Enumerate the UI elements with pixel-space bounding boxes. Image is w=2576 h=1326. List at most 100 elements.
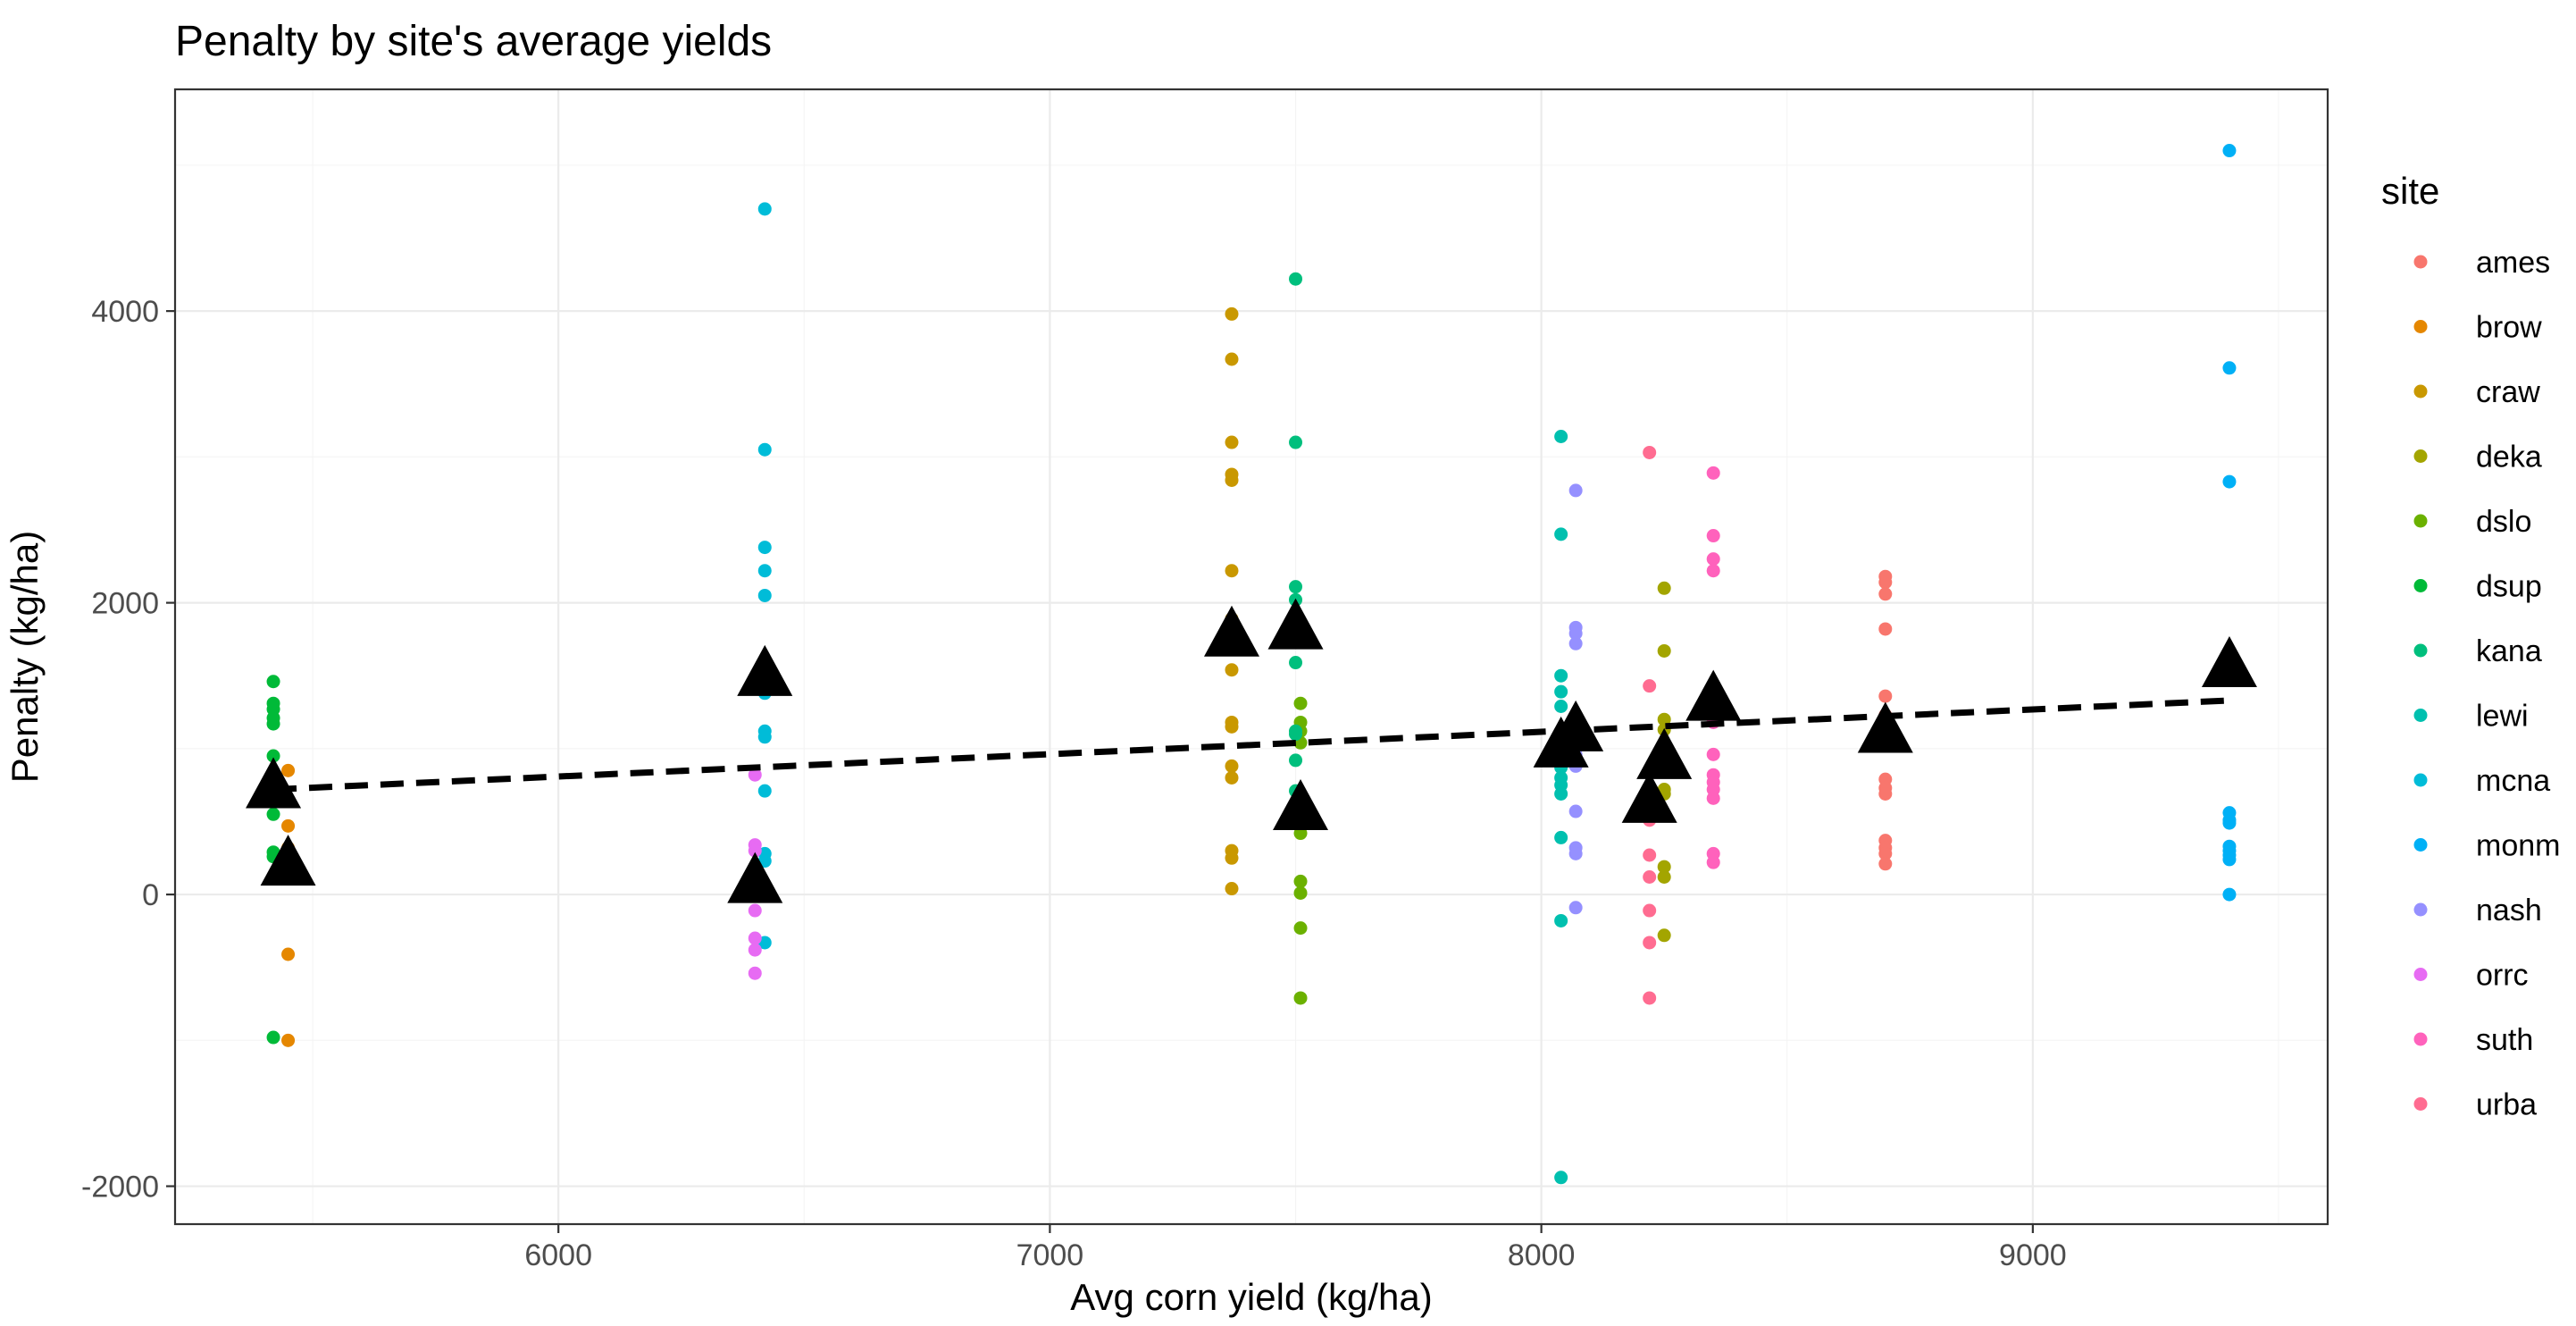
data-point-mcna bbox=[757, 784, 772, 798]
trend-line-path bbox=[272, 697, 2230, 793]
trend-line bbox=[272, 697, 2230, 793]
data-point-deka bbox=[1657, 928, 1671, 943]
data-point-kana bbox=[1289, 580, 1303, 594]
axis-ticks: 6000 7000 8000 9000 -2000 0 2000 4000 bbox=[81, 295, 2067, 1272]
data-point-urba bbox=[1643, 445, 1657, 459]
data-point-mcna bbox=[757, 442, 772, 457]
y-tick-label: -2000 bbox=[81, 1171, 159, 1204]
site-mean-triangle bbox=[246, 757, 302, 809]
data-point-ames bbox=[1878, 587, 1893, 601]
legend-key-deka bbox=[2413, 449, 2428, 463]
data-point-kana bbox=[1289, 753, 1303, 768]
legend-key-orrc bbox=[2413, 968, 2428, 981]
data-point-ames bbox=[1878, 857, 1893, 871]
data-point-urba bbox=[1643, 991, 1657, 1005]
legend-label-brow: brow bbox=[2476, 311, 2542, 345]
data-point-mcna bbox=[757, 541, 772, 555]
legend-key-mcna bbox=[2413, 773, 2428, 787]
data-point-kana bbox=[1289, 727, 1303, 742]
legend-label-monm: monm bbox=[2476, 829, 2560, 863]
data-point-deka bbox=[1657, 869, 1671, 884]
data-point-lewi bbox=[1554, 668, 1568, 683]
data-point-craw bbox=[1225, 306, 1239, 321]
data-point-monm bbox=[2222, 361, 2237, 375]
data-point-brow bbox=[281, 818, 296, 833]
data-point-deka bbox=[1657, 581, 1671, 595]
data-point-craw bbox=[1225, 435, 1239, 449]
data-point-brow bbox=[281, 763, 296, 777]
site-means bbox=[246, 598, 2257, 903]
data-point-dsup bbox=[266, 807, 280, 821]
legend-label-nash: nash bbox=[2476, 894, 2542, 927]
legend-key-ames bbox=[2413, 255, 2428, 269]
site-mean-triangle bbox=[1273, 779, 1329, 831]
data-point-ames bbox=[1878, 622, 1893, 636]
data-point-orrc bbox=[748, 966, 762, 980]
site-mean-triangle bbox=[1857, 701, 1913, 753]
x-tick-label: 7000 bbox=[1016, 1238, 1084, 1272]
data-point-dslo bbox=[1293, 991, 1308, 1005]
plot-panel-border bbox=[173, 88, 2329, 1226]
data-point-orrc bbox=[748, 943, 762, 957]
data-point-craw bbox=[1225, 352, 1239, 366]
legend-title: site bbox=[2381, 170, 2439, 212]
data-point-lewi bbox=[1554, 700, 1568, 714]
legend-items: ames brow craw deka dslo dsup kana lewi mcna monm… bbox=[2413, 246, 2560, 1122]
data-point-lewi bbox=[1554, 430, 1568, 444]
data-point-craw bbox=[1225, 759, 1239, 773]
data-point-suth bbox=[1706, 747, 1720, 761]
data-point-nash bbox=[1568, 804, 1583, 818]
data-point-kana bbox=[1289, 272, 1303, 286]
data-point-nash bbox=[1568, 626, 1583, 641]
site-mean-triangle bbox=[1621, 771, 1677, 823]
data-point-nash bbox=[1568, 901, 1583, 915]
site-mean-triangle bbox=[1203, 605, 1259, 657]
data-point-ames bbox=[1878, 689, 1893, 703]
data-point-lewi bbox=[1554, 1171, 1568, 1185]
data-point-lewi bbox=[1554, 684, 1568, 699]
legend-label-dsup: dsup bbox=[2476, 570, 2542, 604]
legend-label-urba: urba bbox=[2476, 1088, 2537, 1122]
data-point-ames bbox=[1878, 575, 1893, 590]
data-point-dsup bbox=[266, 675, 280, 689]
data-point-deka bbox=[1657, 643, 1671, 658]
data-point-lewi bbox=[1554, 527, 1568, 541]
data-point-mcna bbox=[757, 588, 772, 602]
data-point-suth bbox=[1706, 529, 1720, 543]
x-tick-label: 9000 bbox=[1999, 1238, 2067, 1272]
data-point-kana bbox=[1289, 656, 1303, 670]
data-point-suth bbox=[1706, 552, 1720, 566]
data-point-urba bbox=[1643, 903, 1657, 918]
site-mean-triangle bbox=[1267, 598, 1324, 650]
data-point-dslo bbox=[1293, 921, 1308, 936]
legend-label-deka: deka bbox=[2476, 441, 2542, 474]
data-point-orrc bbox=[748, 843, 762, 858]
data-point-craw bbox=[1225, 719, 1239, 734]
data-point-mcna bbox=[757, 202, 772, 216]
data-point-dslo bbox=[1293, 885, 1308, 900]
y-tick-label: 2000 bbox=[91, 587, 159, 621]
site-mean-triangle bbox=[260, 835, 316, 886]
data-point-craw bbox=[1225, 770, 1239, 785]
data-point-suth bbox=[1706, 564, 1720, 578]
data-point-craw bbox=[1225, 663, 1239, 677]
data-point-craw bbox=[1225, 851, 1239, 865]
data-point-dsup bbox=[266, 717, 280, 731]
x-tick-label: 6000 bbox=[524, 1238, 592, 1272]
data-point-suth bbox=[1706, 791, 1720, 805]
data-point-urba bbox=[1643, 848, 1657, 862]
y-axis-title: Penalty (kg/ha) bbox=[4, 531, 46, 783]
data-point-deka bbox=[1657, 712, 1671, 726]
data-point-ames bbox=[1878, 846, 1893, 860]
data-point-craw bbox=[1225, 473, 1239, 487]
data-point-craw bbox=[1225, 564, 1239, 578]
data-point-dsup bbox=[266, 749, 280, 763]
data-points bbox=[266, 144, 2237, 1185]
data-point-kana bbox=[1289, 435, 1303, 449]
data-point-monm bbox=[2222, 816, 2237, 830]
data-point-monm bbox=[2222, 474, 2237, 489]
data-point-urba bbox=[1643, 869, 1657, 884]
legend-label-craw: craw bbox=[2476, 375, 2540, 409]
data-point-suth bbox=[1706, 466, 1720, 480]
